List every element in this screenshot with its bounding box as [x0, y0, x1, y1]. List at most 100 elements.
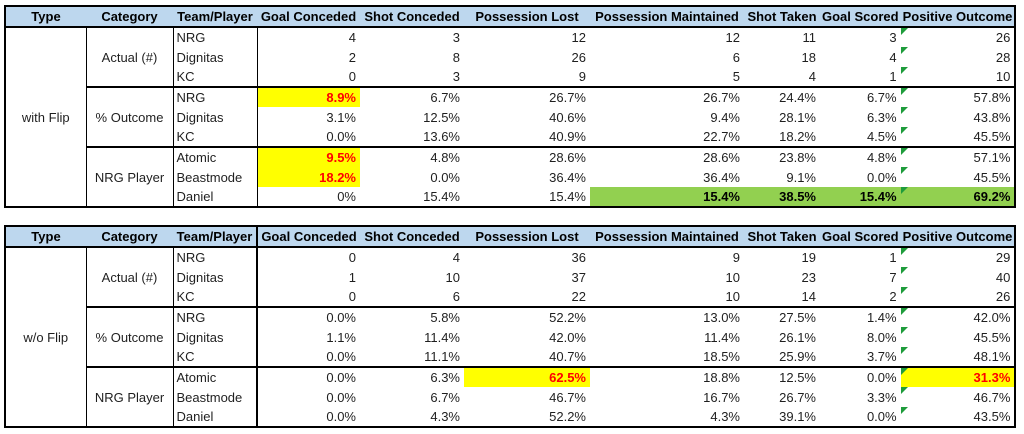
cell-shot-taken[interactable]: 25.9% [779, 349, 816, 364]
cell-team-player[interactable]: Dignitas [173, 327, 258, 347]
cell-shot-conceded[interactable]: 5.8% [360, 306, 464, 327]
column-header-shot-taken[interactable]: Shot Taken [744, 226, 820, 248]
cell-shot-taken[interactable]: 23 [801, 269, 816, 285]
cell-possession-maintained[interactable]: 10 [725, 289, 740, 304]
cell-shot-conceded[interactable]: 10 [445, 269, 460, 285]
cell-possession-lost[interactable]: 36.4% [549, 169, 586, 185]
cell-goal-conceded[interactable]: 2 [348, 49, 356, 65]
cell-shot-taken[interactable]: 27.5% [744, 306, 820, 327]
cell-possession-maintained[interactable]: 28.6% [590, 146, 744, 167]
cell-goal-scored[interactable]: 6.7% [820, 86, 901, 107]
cell-category-outcome[interactable]: % Outcome [86, 306, 174, 367]
cell-team-player[interactable]: Beastmode [173, 387, 258, 407]
column-header-team-player[interactable]: Team/Player [173, 6, 257, 28]
cell-goal-scored[interactable]: 15.4% [820, 187, 901, 207]
cell-type[interactable]: with Flip [5, 27, 87, 207]
cell-positive-outcome[interactable]: 43.8% [900, 107, 1016, 127]
cell-positive-outcome[interactable]: 29 [900, 247, 1016, 267]
column-header-possession-lost[interactable]: Possession Lost [464, 226, 590, 248]
cell-goal-conceded[interactable]: 8.9% [257, 86, 360, 107]
column-header-positive-outcome[interactable]: Positive Outcome [900, 226, 1016, 248]
cell-shot-conceded[interactable]: 4.3% [430, 409, 460, 424]
cell-possession-maintained[interactable]: 9 [732, 250, 740, 265]
cell-possession-lost[interactable]: 28.6% [464, 146, 590, 167]
cell-shot-taken[interactable]: 18.2% [779, 129, 816, 144]
cell-shot-taken[interactable]: 11 [802, 30, 817, 45]
cell-possession-lost[interactable]: 37 [571, 269, 586, 285]
cell-type[interactable]: w/o Flip [5, 247, 87, 427]
cell-shot-conceded[interactable]: 15.4% [423, 189, 460, 204]
column-header-goal-scored[interactable]: Goal Scored [820, 226, 901, 248]
cell-positive-outcome[interactable]: 42.0% [900, 306, 1016, 327]
cell-possession-lost[interactable]: 42.0% [549, 329, 586, 345]
cell-possession-maintained[interactable]: 36.4% [703, 169, 740, 185]
cell-team-player[interactable]: NRG [173, 27, 258, 47]
cell-shot-taken[interactable]: 26.7% [779, 389, 816, 405]
column-header-possession-maintained[interactable]: Possession Maintained [590, 6, 744, 28]
cell-possession-lost[interactable]: 12 [571, 30, 586, 45]
cell-goal-scored[interactable]: 3.3% [866, 389, 897, 405]
cell-possession-lost[interactable]: 9 [578, 69, 586, 84]
cell-category-nrg-player[interactable]: NRG Player [86, 366, 174, 427]
cell-shot-conceded[interactable]: 13.6% [423, 129, 460, 144]
cell-goal-scored[interactable]: 1 [889, 250, 897, 265]
cell-goal-scored[interactable]: 0.0% [866, 409, 897, 424]
cell-goal-scored[interactable]: 6.3% [866, 109, 897, 125]
cell-category-outcome[interactable]: % Outcome [86, 86, 174, 147]
column-header-shot-conceded[interactable]: Shot Conceded [360, 6, 464, 28]
column-header-positive-outcome[interactable]: Positive Outcome [900, 6, 1016, 28]
cell-goal-scored[interactable]: 4 [889, 49, 897, 65]
cell-possession-maintained[interactable]: 9.4% [710, 109, 740, 125]
cell-positive-outcome[interactable]: 69.2% [900, 187, 1016, 207]
cell-goal-conceded[interactable]: 18.2% [257, 167, 360, 187]
cell-shot-conceded[interactable]: 11.1% [424, 349, 460, 364]
cell-possession-maintained[interactable]: 18.5% [703, 349, 740, 364]
cell-positive-outcome[interactable]: 57.1% [900, 146, 1016, 167]
cell-shot-conceded[interactable]: 11.4% [424, 329, 460, 345]
cell-possession-maintained[interactable]: 22.7% [703, 129, 740, 144]
cell-shot-taken[interactable]: 23.8% [744, 146, 820, 167]
cell-shot-conceded[interactable]: 6.7% [430, 389, 460, 405]
cell-shot-taken[interactable]: 24.4% [744, 86, 820, 107]
cell-team-player[interactable]: NRG [173, 86, 258, 107]
cell-positive-outcome[interactable]: 26 [900, 287, 1016, 307]
column-header-type[interactable]: Type [5, 226, 86, 248]
cell-goal-conceded[interactable]: 0 [348, 250, 356, 265]
cell-goal-conceded[interactable]: 0.0% [326, 129, 356, 144]
cell-possession-lost[interactable]: 36 [571, 250, 586, 265]
cell-possession-maintained[interactable]: 12 [725, 30, 740, 45]
cell-goal-scored[interactable]: 4.5% [866, 129, 897, 144]
cell-goal-scored[interactable]: 3 [889, 30, 897, 45]
cell-goal-conceded[interactable]: 0.0% [257, 306, 360, 327]
cell-possession-maintained[interactable]: 4.3% [710, 409, 740, 424]
cell-positive-outcome[interactable]: 48.1% [900, 347, 1016, 367]
cell-shot-conceded[interactable]: 6 [452, 289, 460, 304]
cell-positive-outcome[interactable]: 31.3% [900, 366, 1016, 387]
cell-possession-lost[interactable]: 22 [571, 289, 586, 304]
cell-goal-scored[interactable]: 8.0% [866, 329, 897, 345]
cell-goal-conceded[interactable]: 0 [348, 69, 356, 84]
cell-positive-outcome[interactable]: 46.7% [900, 387, 1016, 407]
cell-possession-maintained[interactable]: 10 [725, 269, 740, 285]
cell-shot-taken[interactable]: 14 [801, 289, 816, 304]
cell-possession-maintained[interactable]: 15.4% [590, 187, 744, 207]
column-header-goal-conceded[interactable]: Goal Conceded [257, 226, 360, 248]
cell-positive-outcome[interactable]: 45.5% [900, 127, 1016, 147]
cell-goal-scored[interactable]: 7 [889, 269, 897, 285]
cell-goal-scored[interactable]: 1 [889, 69, 897, 84]
cell-shot-taken[interactable]: 28.1% [779, 109, 816, 125]
cell-goal-conceded[interactable]: 1.1% [326, 329, 356, 345]
column-header-shot-conceded[interactable]: Shot Conceded [360, 226, 464, 248]
cell-team-player[interactable]: Atomic [173, 146, 258, 167]
cell-goal-scored[interactable]: 1.4% [820, 306, 901, 327]
cell-team-player[interactable]: KC [173, 287, 258, 307]
cell-team-player[interactable]: Dignitas [173, 267, 258, 287]
cell-shot-conceded[interactable]: 12.5% [423, 109, 460, 125]
cell-goal-scored[interactable]: 0.0% [820, 366, 901, 387]
cell-possession-maintained[interactable]: 5 [732, 69, 740, 84]
cell-possession-maintained[interactable]: 26.7% [590, 86, 744, 107]
cell-possession-maintained[interactable]: 18.8% [590, 366, 744, 387]
cell-shot-conceded[interactable]: 3 [452, 69, 460, 84]
cell-team-player[interactable]: Atomic [173, 366, 258, 387]
cell-possession-maintained[interactable]: 16.7% [703, 389, 740, 405]
